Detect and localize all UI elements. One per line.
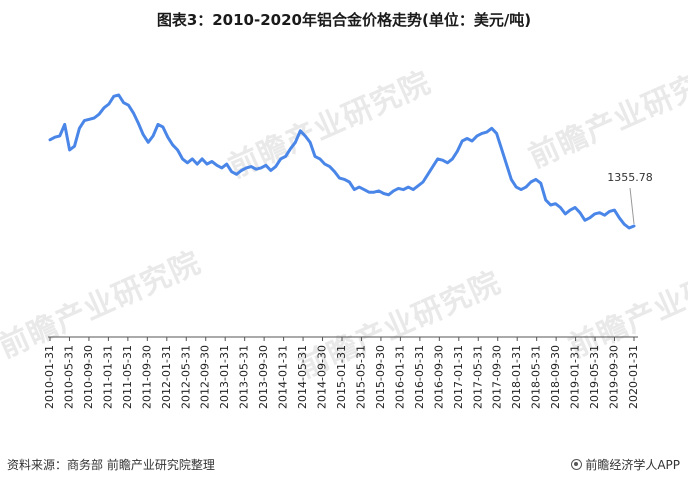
annotation-leader <box>629 187 635 225</box>
x-tick-label: 2012-09-30 <box>199 345 212 409</box>
chart-title: 图表3：2010-2020年铝合金价格走势(单位：美元/吨) <box>156 11 532 29</box>
source-note: 资料来源：商务部 前瞻产业研究院整理 <box>7 458 215 472</box>
x-tick-label: 2013-01-31 <box>218 345 231 409</box>
x-tick-label: 2014-05-31 <box>296 345 309 409</box>
x-tick-label: 2018-09-30 <box>549 345 562 409</box>
x-tick-label: 2017-09-30 <box>491 345 504 409</box>
x-tick-label: 2013-05-31 <box>238 345 251 409</box>
x-tick-label: 2017-05-31 <box>471 345 484 409</box>
x-tick-label: 2014-09-30 <box>316 345 329 409</box>
x-tick-label: 2016-09-30 <box>432 345 445 409</box>
x-tick-label: 2011-01-31 <box>101 345 114 409</box>
x-tick-label: 2013-09-30 <box>257 345 270 409</box>
x-tick-label: 2010-09-30 <box>82 345 95 409</box>
series-line <box>48 93 636 230</box>
x-tick-label: 2017-01-31 <box>452 345 465 409</box>
x-tick-label: 2019-09-30 <box>608 345 621 409</box>
x-tick-label: 2010-05-31 <box>62 345 75 409</box>
brand-text: 前瞻经济学人APP <box>585 458 680 472</box>
x-tick-label: 2012-01-31 <box>160 345 173 409</box>
x-tick-label: 2015-05-31 <box>354 345 367 409</box>
x-tick-label: 2016-01-31 <box>393 345 406 409</box>
x-tick-label: 2019-05-31 <box>588 345 601 409</box>
x-tick-label: 2018-01-31 <box>510 345 523 409</box>
x-tick-label: 2012-05-31 <box>179 345 192 409</box>
x-tick-label: 2011-09-30 <box>140 345 153 409</box>
x-tick-label: 2018-05-31 <box>530 345 543 409</box>
brand-credit: 前瞻经济学人APP <box>571 456 680 473</box>
x-tick-label: 2020-01-31 <box>627 345 640 409</box>
x-tick-label: 2014-01-31 <box>277 345 290 409</box>
x-tick-label: 2011-05-31 <box>121 345 134 409</box>
x-tick-label: 2015-01-31 <box>335 345 348 409</box>
x-tick-label: 2019-01-31 <box>569 345 582 409</box>
x-tick-label: 2015-09-30 <box>374 345 387 409</box>
x-tick-label: 2016-05-31 <box>413 345 426 409</box>
brand-logo-icon <box>571 459 583 470</box>
data-label: 1355.78 <box>607 171 653 184</box>
x-tick-label: 2010-01-31 <box>43 345 56 409</box>
